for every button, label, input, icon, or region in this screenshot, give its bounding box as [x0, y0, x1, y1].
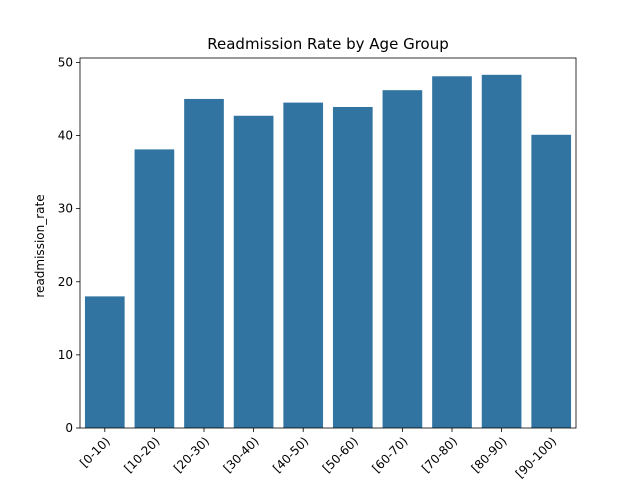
y-axis-label: readmission_rate: [33, 194, 47, 297]
bar-4: [283, 102, 324, 428]
x-tick-label-1: [10-20): [121, 434, 162, 475]
x-tick-label-8: [80-90): [469, 434, 510, 475]
bar-8: [481, 74, 522, 428]
y-tick-label-3: 30: [58, 202, 73, 216]
bar-7: [432, 76, 472, 428]
bar-6: [382, 90, 423, 429]
x-tick-label-3: [30-40): [221, 434, 262, 475]
bars-group: [84, 74, 572, 429]
chart-title: Readmission Rate by Age Group: [207, 35, 449, 53]
plot-frame: [79, 57, 577, 429]
x-tick-label-5: [50-60): [320, 434, 361, 475]
x-tick-label-7: [70-80): [419, 434, 460, 475]
y-tick-label-0: 0: [65, 421, 73, 435]
x-tick-label-6: [60-70): [369, 434, 410, 475]
bar-5: [332, 106, 373, 429]
bar-0: [84, 296, 125, 428]
y-tick-label-4: 40: [58, 129, 73, 143]
y-axis: 0 10 20 30 40 50: [58, 55, 80, 435]
y-tick-label-1: 10: [58, 348, 73, 362]
bar-2: [184, 98, 224, 428]
bar-9: [531, 134, 572, 428]
x-tick-label-0: [0-10): [77, 434, 113, 470]
x-tick-label-4: [40-50): [270, 434, 311, 475]
bar-3: [233, 115, 274, 429]
x-axis: [0-10) [10-20) [20-30) [30-40) [40-50) [50-60…: [77, 428, 559, 480]
x-tick-label-2: [20-30): [171, 434, 212, 475]
x-tick-label-9: [90-100): [513, 434, 560, 480]
y-tick-label-2: 20: [58, 275, 73, 289]
y-tick-label-5: 50: [58, 55, 73, 69]
bar-1: [134, 149, 175, 428]
